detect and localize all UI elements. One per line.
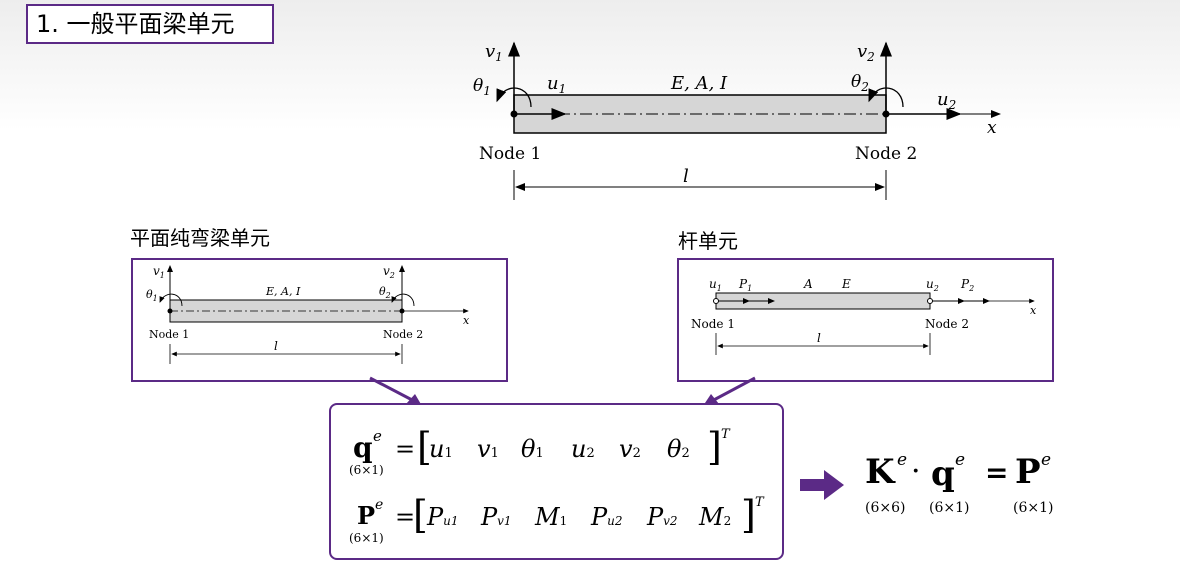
bb-theta2-label: θ2 (379, 285, 391, 300)
bar-u1-label: u1 (709, 277, 722, 293)
q-vector-equation: q e (6×1) = [ u1 v1 θ1 u2 v2 θ2 ] T (349, 425, 773, 477)
bending-beam-label: 平面纯弯梁单元 (130, 226, 270, 250)
result-q-dim: (6×1) (929, 500, 970, 516)
p-transpose: T (755, 495, 764, 510)
node2-dot (882, 110, 890, 118)
theta2-label: θ2 (851, 72, 869, 94)
u2-label: u2 (937, 89, 956, 112)
v1-label: v1 (485, 41, 503, 64)
bar-element-label: 杆单元 (678, 229, 738, 253)
bb-length-label: l (274, 339, 278, 353)
node1-dot (510, 110, 518, 118)
theta1-arc (496, 87, 532, 108)
bb-node1-label: Node 1 (149, 328, 189, 341)
node1-label: Node 1 (479, 144, 541, 164)
bar-node2-label: Node 2 (925, 317, 969, 331)
stiffness-equation: K e (6×6) · q e (6×1) = P e (6×1) (865, 450, 1075, 532)
bb-props-label: E, A, I (265, 285, 301, 298)
bar-E-label: E (841, 277, 851, 291)
q-term-2: θ1 (521, 435, 544, 463)
dot-operator: · (911, 454, 921, 489)
q-equals: = (395, 435, 416, 463)
p-term-3: Pu2 (591, 503, 623, 531)
result-equals: = (985, 456, 1009, 489)
k-sup: e (897, 450, 908, 470)
result-p-symbol: P (1015, 452, 1041, 492)
beam-props-label: E, A, I (670, 73, 728, 94)
q-bracket-left: [ (417, 425, 432, 469)
bb-theta1-label: θ1 (146, 288, 158, 303)
result-q-sup: e (955, 450, 966, 470)
q-term-5: θ2 (667, 435, 690, 463)
theta1-label: θ1 (473, 76, 491, 98)
p-term-2: M1 (535, 503, 568, 531)
bb-v1-label: v1 (153, 264, 165, 280)
bar-x-label: x (1030, 304, 1037, 317)
theta2-arc (868, 87, 904, 108)
p-equals: = (395, 503, 416, 531)
v2-label: v2 (857, 41, 875, 64)
slide-title: 1. 一般平面梁单元 (26, 4, 274, 44)
p-symbol: P (357, 501, 376, 530)
u1-label: u1 (547, 73, 566, 96)
bar-u2-label: u2 (926, 277, 939, 293)
q-term-4: v2 (619, 435, 641, 463)
q-bracket-right: ] (707, 425, 722, 469)
q-term-1: v1 (477, 435, 499, 463)
q-term-3: u2 (571, 435, 595, 463)
q-sup: e (373, 427, 382, 445)
bending-beam-frame: v1 v2 θ1 θ2 E, A, I x Node 1 Node 2 l (131, 258, 508, 382)
bar-node1-label: Node 1 (691, 317, 735, 331)
bb-node2-label: Node 2 (383, 328, 423, 341)
p-bracket-right: ] (741, 493, 756, 537)
right-arrow-icon (800, 470, 844, 500)
x-axis-label: x (987, 118, 997, 138)
result-p-sup: e (1041, 450, 1052, 470)
bar-P1-label: P1 (738, 277, 752, 293)
node2-label: Node 2 (855, 144, 917, 164)
result-p-dim: (6×1) (1013, 500, 1054, 516)
p-term-5: M2 (699, 503, 732, 531)
p-bracket-left: [ (413, 493, 428, 537)
p-term-4: Pv2 (647, 503, 678, 531)
bar-element-diagram: u1 P1 A E u2 P2 x Node 1 Node 2 l (691, 277, 1037, 355)
p-sup: e (375, 497, 384, 513)
q-term-0: u1 (429, 435, 453, 463)
q-transpose: T (721, 427, 730, 442)
bb-x-label: x (463, 314, 470, 327)
p-term-0: Pu1 (427, 503, 459, 531)
p-dim: (6×1) (349, 531, 384, 545)
result-q-symbol: q (931, 454, 955, 494)
k-symbol: K (865, 452, 895, 492)
equation-box: q e (6×1) = [ u1 v1 θ1 u2 v2 θ2 ] T P e … (329, 403, 784, 560)
q-dim: (6×1) (349, 463, 384, 477)
general-beam-diagram: v1 v2 θ1 θ2 u1 u2 E, A, I x Node 1 Node … (473, 41, 1001, 200)
p-term-1: Pv1 (481, 503, 512, 531)
bending-beam-diagram: v1 v2 θ1 θ2 E, A, I x Node 1 Node 2 l (146, 264, 470, 364)
length-label: l (683, 166, 689, 187)
q-symbol: q (353, 431, 373, 464)
bar-P2-label: P2 (960, 277, 974, 293)
k-dim: (6×6) (865, 500, 906, 516)
bb-v2-label: v2 (383, 264, 395, 280)
bar-element-frame: u1 P1 A E u2 P2 x Node 1 Node 2 l (677, 258, 1054, 382)
bar-length-label: l (817, 331, 821, 345)
bar-A-label: A (803, 277, 813, 291)
p-vector-equation: P e (6×1) = [ Pu1 Pv1 M1 Pu2 Pv2 M2 ] T (349, 493, 773, 547)
